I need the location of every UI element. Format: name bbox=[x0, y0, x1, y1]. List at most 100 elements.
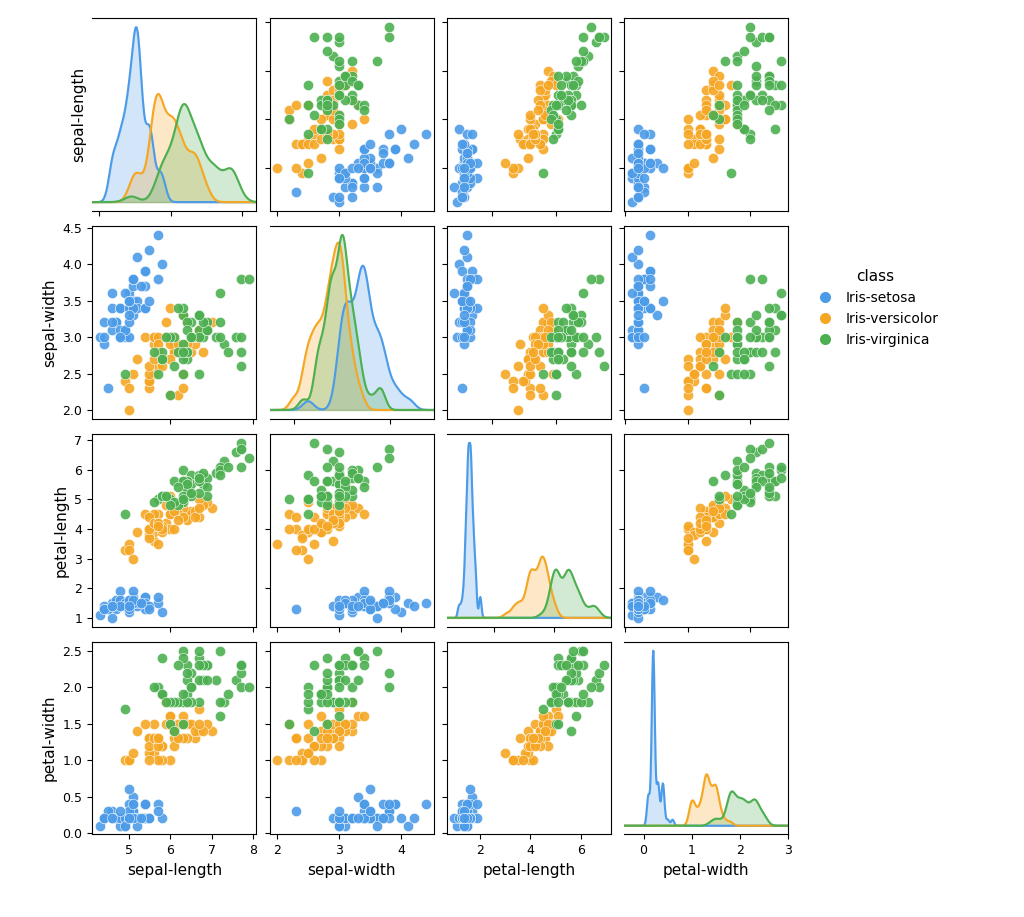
Point bbox=[406, 137, 422, 151]
Point bbox=[349, 471, 366, 486]
Point bbox=[767, 323, 783, 337]
Point bbox=[630, 151, 646, 166]
Point bbox=[509, 403, 525, 417]
Point bbox=[462, 160, 478, 175]
Point bbox=[200, 480, 216, 494]
Point bbox=[343, 54, 359, 69]
Point bbox=[711, 507, 727, 522]
Point bbox=[535, 716, 551, 731]
Point bbox=[535, 301, 551, 315]
Point bbox=[698, 366, 715, 381]
Point bbox=[190, 694, 207, 709]
Point bbox=[630, 301, 646, 315]
Point bbox=[527, 731, 544, 746]
Point bbox=[459, 812, 475, 826]
Point bbox=[113, 812, 129, 826]
Point bbox=[711, 366, 727, 381]
Point bbox=[459, 271, 475, 286]
Point bbox=[543, 73, 559, 88]
Point bbox=[95, 812, 112, 826]
Point bbox=[680, 160, 696, 175]
Point bbox=[711, 323, 727, 337]
Point bbox=[190, 469, 207, 483]
Point bbox=[331, 507, 347, 522]
Point bbox=[121, 812, 137, 826]
Point bbox=[686, 551, 702, 566]
Point bbox=[232, 271, 249, 286]
Point bbox=[761, 301, 777, 315]
Point bbox=[767, 97, 783, 112]
Point bbox=[698, 103, 715, 117]
Point bbox=[462, 315, 478, 330]
Point bbox=[349, 97, 366, 112]
Point bbox=[121, 753, 137, 768]
Point bbox=[624, 323, 640, 337]
Point bbox=[505, 381, 521, 395]
Point bbox=[636, 127, 652, 141]
Point bbox=[773, 308, 790, 323]
Point bbox=[741, 441, 758, 456]
Point bbox=[141, 242, 158, 257]
Point bbox=[705, 330, 721, 345]
Point bbox=[630, 599, 646, 613]
Point bbox=[343, 812, 359, 826]
Point bbox=[190, 716, 207, 731]
Point bbox=[343, 73, 359, 88]
Point bbox=[282, 507, 298, 522]
Point bbox=[630, 599, 646, 613]
Point bbox=[150, 344, 166, 359]
Point bbox=[522, 107, 539, 122]
Point bbox=[288, 510, 304, 525]
Point bbox=[178, 694, 195, 709]
Point bbox=[630, 315, 646, 330]
Point bbox=[150, 596, 166, 611]
Point bbox=[343, 812, 359, 826]
Point bbox=[145, 330, 162, 345]
Point bbox=[630, 171, 646, 185]
Point bbox=[692, 127, 709, 141]
Point bbox=[630, 257, 646, 271]
Point bbox=[331, 510, 347, 525]
Point bbox=[560, 672, 577, 687]
Point bbox=[575, 344, 592, 359]
Point bbox=[462, 782, 478, 797]
Point bbox=[337, 489, 353, 503]
Point bbox=[190, 702, 207, 716]
Y-axis label: sepal-width: sepal-width bbox=[42, 278, 57, 367]
Point bbox=[588, 34, 604, 49]
Point bbox=[282, 103, 298, 117]
Point bbox=[145, 337, 162, 352]
Point bbox=[294, 530, 310, 545]
Point bbox=[137, 602, 154, 616]
Point bbox=[331, 486, 347, 501]
Point bbox=[459, 279, 475, 293]
Point bbox=[331, 469, 347, 483]
Point bbox=[300, 716, 316, 731]
Point bbox=[545, 694, 561, 709]
Point bbox=[464, 264, 480, 279]
Point bbox=[773, 286, 790, 301]
Point bbox=[454, 185, 470, 200]
Point bbox=[636, 590, 652, 604]
Point bbox=[748, 73, 764, 88]
Point bbox=[630, 301, 646, 315]
Point bbox=[337, 474, 353, 489]
Point bbox=[182, 469, 199, 483]
Point bbox=[300, 731, 316, 746]
Point bbox=[190, 644, 207, 658]
Point bbox=[343, 812, 359, 826]
Point bbox=[505, 373, 521, 388]
Point bbox=[535, 330, 551, 345]
Point bbox=[550, 687, 566, 702]
Point bbox=[162, 716, 178, 731]
Point bbox=[232, 330, 249, 345]
Point bbox=[174, 510, 190, 525]
Point bbox=[241, 679, 257, 694]
Point bbox=[454, 812, 470, 826]
Point bbox=[457, 242, 473, 257]
Point bbox=[545, 716, 561, 731]
Point bbox=[729, 495, 745, 510]
Point bbox=[306, 127, 323, 141]
Point bbox=[557, 672, 573, 687]
Point bbox=[705, 359, 721, 373]
